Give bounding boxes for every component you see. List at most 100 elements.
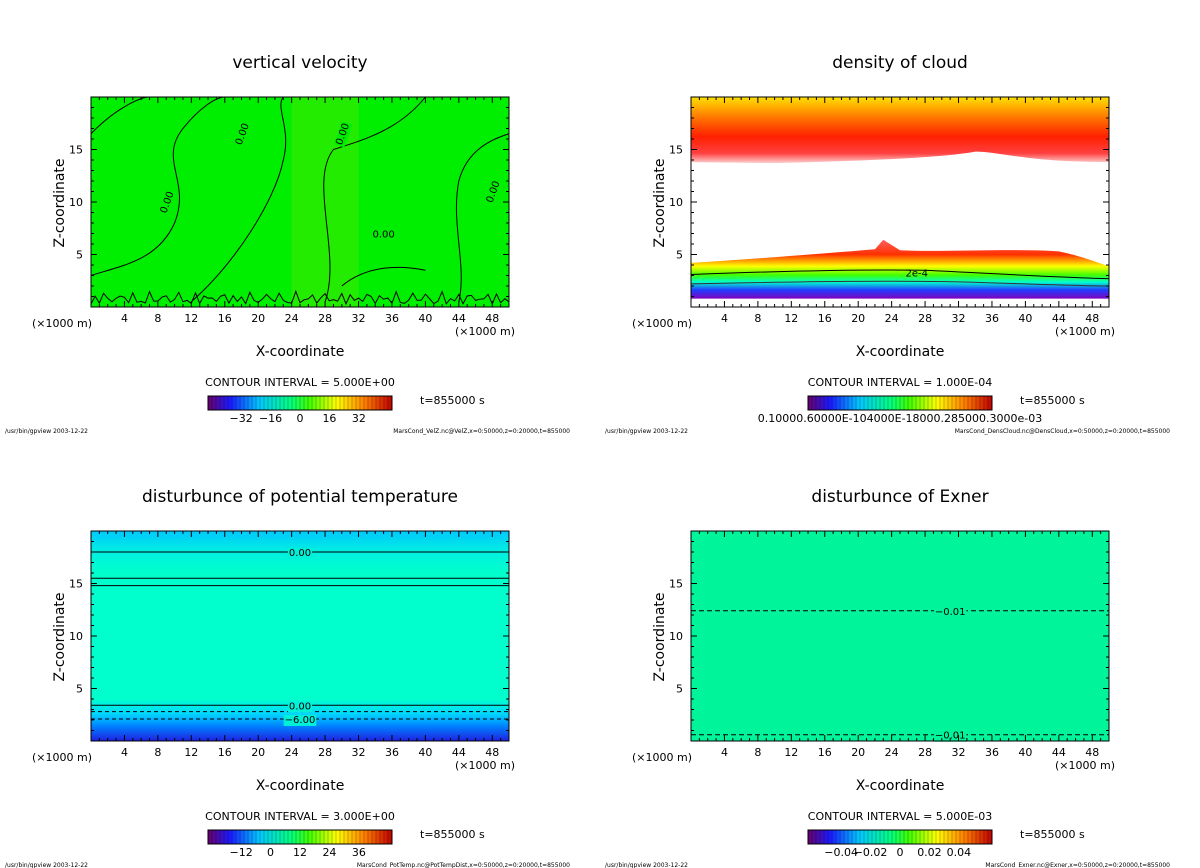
footer-left: /usr/bin/gpview 2003-12-22	[605, 428, 688, 435]
x-tick-label: 20	[251, 312, 265, 325]
contour-interval-label: CONTOUR INTERVAL = 3.000E+00	[205, 810, 395, 823]
colorbar-tick-label: 0	[267, 846, 274, 859]
x-tick-label: 32	[952, 746, 966, 759]
colorbar-tick-label: −0.04	[824, 846, 858, 859]
contour-label: −6.00	[285, 715, 316, 726]
x-axis-label: X-coordinate	[256, 778, 345, 794]
x-tick-label: 8	[754, 746, 761, 759]
contour-line	[90, 289, 510, 306]
x-tick-label: 44	[452, 746, 466, 759]
contour-interval-label: CONTOUR INTERVAL = 5.000E+00	[205, 376, 395, 389]
x-unit-right: (×1000 m)	[1055, 759, 1115, 772]
contour-line	[323, 96, 426, 302]
time-label: t=855000 s	[1020, 828, 1085, 841]
x-tick-label: 20	[851, 312, 865, 325]
contour-interval-label: CONTOUR INTERVAL = 1.000E-04	[808, 376, 992, 389]
y-tick-label: 15	[669, 578, 683, 591]
x-axis	[98, 531, 502, 741]
colorbar-tick-label: 0.04	[947, 846, 972, 859]
x-tick-label: 28	[918, 312, 932, 325]
x-tick-label: 4	[121, 312, 128, 325]
x-tick-label: 24	[285, 312, 299, 325]
y-tick-label: 10	[69, 630, 83, 643]
colorbar-tick-label: 36	[352, 846, 366, 859]
x-tick-label: 32	[352, 312, 366, 325]
chart-title: disturbunce of potential temperature	[142, 487, 458, 507]
contour-label: −0.01	[935, 607, 966, 618]
y-tick-label: 15	[69, 578, 83, 591]
x-tick-label: 36	[985, 312, 999, 325]
y-tick-label: 5	[676, 683, 683, 696]
y-tick-label: 5	[76, 683, 83, 696]
contour-label-bg	[933, 730, 967, 742]
contour-label: 2e-4	[905, 268, 928, 279]
footer-left: /usr/bin/gpview 2003-12-22	[5, 862, 88, 868]
x-tick-label: 24	[885, 312, 899, 325]
x-unit-right: (×1000 m)	[455, 325, 515, 338]
plot-field	[691, 531, 1109, 741]
contour-label-bg	[233, 120, 253, 148]
contour-line	[690, 269, 1110, 280]
plot-field	[691, 97, 1109, 307]
x-tick-label: 36	[985, 746, 999, 759]
colorbar-tick-label: 0.02	[917, 846, 942, 859]
chart-panel-3: disturbunce of potential temperature 0.00…	[5, 487, 570, 868]
x-tick-label: 32	[352, 746, 366, 759]
x-axis	[98, 97, 502, 307]
x-unit-left: (×1000 m)	[32, 317, 92, 330]
y-axis	[691, 107, 1109, 297]
x-tick-label: 12	[184, 746, 198, 759]
y-tick-label: 5	[676, 249, 683, 262]
y-axis-label: Z-coordinate	[652, 158, 668, 247]
x-tick-label: 48	[1085, 746, 1099, 759]
footer-right: MarsCond_PotTemp.nc@PotTempDist,x=0:5000…	[357, 862, 570, 868]
y-tick-label: 10	[669, 630, 683, 643]
colorbar-tick-label: 16	[322, 412, 336, 425]
x-tick-label: 28	[318, 312, 332, 325]
x-tick-label: 4	[721, 746, 728, 759]
x-tick-label: 36	[385, 312, 399, 325]
x-unit-left: (×1000 m)	[632, 751, 692, 764]
x-axis	[698, 531, 1102, 741]
x-unit-right: (×1000 m)	[1055, 325, 1115, 338]
contour-label-bg	[283, 714, 317, 726]
y-axis-label: Z-coordinate	[652, 592, 668, 681]
time-label: t=855000 s	[420, 828, 485, 841]
contour-label-bg	[287, 701, 313, 713]
contour-label-bg	[333, 120, 353, 148]
time-label: t=855000 s	[1020, 394, 1085, 407]
contour-label-bg	[371, 229, 396, 241]
x-tick-label: 12	[784, 746, 798, 759]
y-axis	[91, 107, 509, 297]
chart-title: vertical velocity	[232, 53, 367, 73]
colorbar-stripes	[811, 830, 989, 844]
colorbar-tick-label: −0.02	[854, 846, 888, 859]
x-tick-label: 44	[1052, 312, 1066, 325]
x-tick-label: 24	[285, 746, 299, 759]
colorbar-tick-label: 0	[897, 846, 904, 859]
x-tick-label: 36	[385, 746, 399, 759]
x-unit-right: (×1000 m)	[455, 759, 515, 772]
footer-right: MarsCond_Exner.nc@Exner,x=0:50000,z=0:20…	[985, 862, 1170, 868]
contour-line	[190, 96, 287, 303]
x-tick-label: 20	[851, 746, 865, 759]
contour-label-bg	[484, 178, 504, 206]
contour-label: 0.00	[289, 548, 311, 559]
colorbar-tick-label: −32	[230, 412, 253, 425]
colorbar-tick-label: 24	[322, 846, 336, 859]
x-tick-label: 12	[784, 312, 798, 325]
footer-left: /usr/bin/gpview 2003-12-22	[5, 428, 88, 435]
upper-cloud-layer	[691, 97, 1109, 164]
x-tick-label: 48	[485, 312, 499, 325]
x-tick-label: 48	[1085, 312, 1099, 325]
contour-line	[90, 96, 225, 276]
contour-label: 0.00	[289, 701, 311, 712]
x-tick-label: 44	[452, 312, 466, 325]
field-fill	[91, 97, 509, 307]
x-tick-label: 40	[418, 312, 432, 325]
colorbar-tick-label: −12	[230, 846, 253, 859]
x-tick-label: 8	[154, 746, 161, 759]
x-tick-label: 8	[754, 312, 761, 325]
